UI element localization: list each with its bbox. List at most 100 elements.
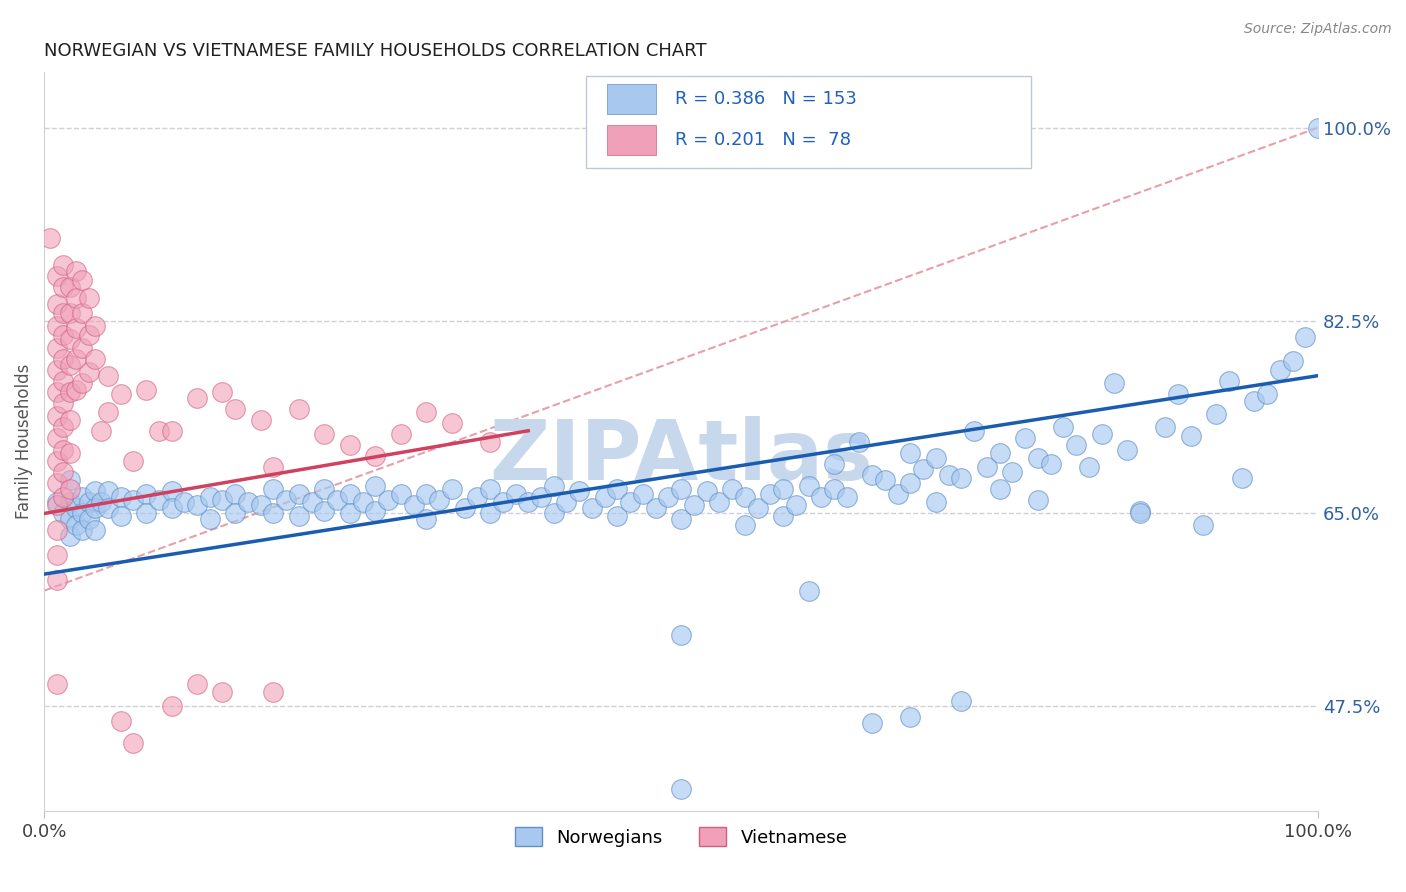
Point [669,782,692,797]
Point [276,493,298,508]
Point [415,405,437,419]
Point [97,500,120,515]
Point [479,507,502,521]
Point [568,484,591,499]
Point [1308,120,1330,135]
Point [52,490,75,504]
Point [135,507,157,521]
Point [77,292,100,306]
Point [440,482,463,496]
Point [236,495,259,509]
Point [249,498,271,512]
Point [1104,376,1126,391]
Point [900,475,922,490]
Point [352,495,374,509]
Point [479,482,502,496]
Point [721,482,744,496]
Point [1026,493,1049,508]
Point [262,460,284,475]
Point [58,306,80,320]
Point [657,490,679,504]
Point [886,486,908,500]
Point [224,507,246,521]
Point [110,490,132,504]
Point [39,231,62,245]
Point [262,507,284,521]
Point [45,341,67,355]
Point [1256,387,1278,401]
Point [925,451,948,466]
Point [52,327,75,342]
Point [52,507,75,521]
Point [326,493,349,508]
Point [797,583,820,598]
Point [52,352,75,367]
Point [122,453,145,467]
Point [52,374,75,388]
Point [747,500,769,515]
Point [58,446,80,460]
Point [950,694,973,708]
Point [465,490,488,504]
Point [1116,442,1139,457]
Point [186,391,208,405]
Point [1167,387,1189,401]
Point [1039,457,1062,471]
Point [84,500,107,515]
Point [65,383,87,397]
Point [555,495,578,509]
Text: R = 0.386   N = 153: R = 0.386 N = 153 [675,90,856,108]
Point [90,495,112,509]
Point [988,482,1011,496]
Bar [607,84,655,114]
Point [262,685,284,699]
Point [938,467,960,482]
Point [810,490,832,504]
Point [364,479,387,493]
Point [772,482,794,496]
Point [65,500,87,515]
Point [65,292,87,306]
Point [606,508,628,523]
Text: R = 0.201   N =  78: R = 0.201 N = 78 [675,131,851,149]
Point [45,363,67,377]
Point [644,500,666,515]
Point [160,500,183,515]
Point [543,507,565,521]
Point [110,508,132,523]
Point [339,507,361,521]
Point [198,512,221,526]
Point [835,490,858,504]
Point [249,413,271,427]
Point [593,490,616,504]
Point [389,486,412,500]
Point [669,482,692,496]
Point [912,462,935,476]
Point [72,273,94,287]
Point [543,479,565,493]
Point [797,479,820,493]
Point [45,549,67,563]
Point [77,327,100,342]
Point [517,495,540,509]
Point [1218,374,1240,388]
Point [110,714,132,728]
Point [389,427,412,442]
Point [1064,438,1087,452]
Point [364,504,387,518]
Point [453,500,475,515]
Point [72,341,94,355]
Point [77,365,100,379]
FancyBboxPatch shape [585,76,1032,169]
Point [860,716,883,731]
Point [1154,420,1177,434]
Point [669,628,692,642]
Point [65,517,87,532]
Point [52,280,75,294]
Point [97,405,120,419]
Point [339,438,361,452]
Point [734,490,756,504]
Point [631,486,654,500]
Point [619,495,641,509]
Point [45,475,67,490]
